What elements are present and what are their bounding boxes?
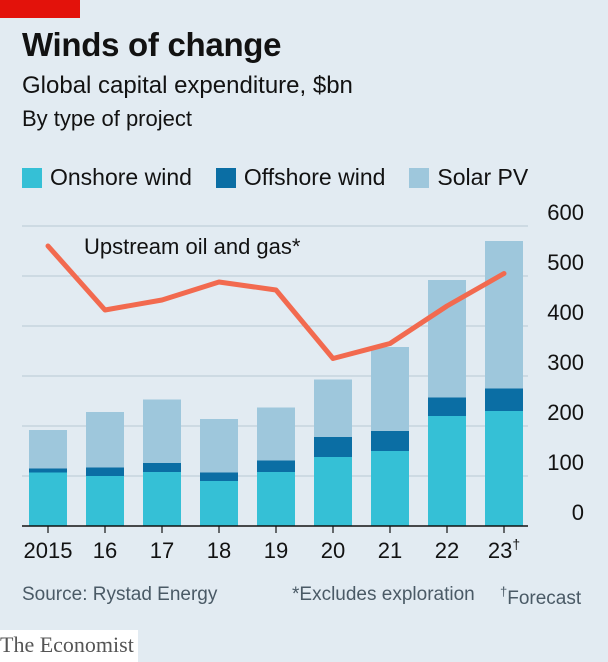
- legend-item-offshore: Offshore wind: [215, 164, 386, 191]
- bar-solar: [314, 379, 352, 437]
- bar-solar: [86, 412, 124, 468]
- bar-offshore: [143, 463, 181, 472]
- y-tick-label: 300: [547, 350, 584, 375]
- y-tick-label: 0: [572, 500, 584, 525]
- brand-logo-text: The Economist: [0, 630, 138, 662]
- y-tick-label: 600: [547, 200, 584, 225]
- x-tick-label: 21: [378, 538, 402, 563]
- bar-offshore: [428, 397, 466, 416]
- bar-onshore: [314, 457, 352, 526]
- exclusion-note: *Excludes exploration: [292, 584, 475, 605]
- forecast-note: †Forecast: [500, 584, 581, 610]
- legend-item-solar: Solar PV: [409, 164, 528, 191]
- source-note: Source: Rystad Energy: [22, 584, 218, 605]
- y-tick-label: 500: [547, 250, 584, 275]
- forecast-mark: †: [500, 584, 508, 599]
- bar-solar: [257, 407, 295, 461]
- bar-offshore: [314, 437, 352, 457]
- bar-onshore: [485, 411, 523, 526]
- bar-offshore: [371, 431, 409, 451]
- x-tick-label: 23†: [488, 536, 520, 563]
- brand-tag: [0, 0, 80, 18]
- bar-onshore: [257, 472, 295, 526]
- legend-swatch-offshore: [215, 167, 236, 188]
- x-tick-label: 2015: [24, 538, 73, 563]
- chart-subtitle: Global capital expenditure, $bn: [22, 72, 353, 99]
- x-tick-label: 17: [150, 538, 174, 563]
- bar-onshore: [29, 472, 67, 526]
- bar-onshore: [143, 472, 181, 526]
- bar-offshore: [200, 472, 238, 481]
- bar-onshore: [200, 481, 238, 526]
- bar-solar: [200, 419, 238, 473]
- bar-offshore: [29, 468, 67, 473]
- bar-offshore: [86, 467, 124, 476]
- forecast-text: Forecast: [507, 588, 582, 609]
- bar-solar: [143, 399, 181, 463]
- y-tick-label: 400: [547, 300, 584, 325]
- legend-label-onshore: Onshore wind: [50, 164, 192, 190]
- bar-onshore: [86, 476, 124, 526]
- bar-solar: [371, 347, 409, 431]
- y-tick-label: 100: [547, 450, 584, 475]
- bar-solar: [29, 430, 67, 469]
- legend-swatch-onshore: [22, 167, 42, 188]
- line-upstream-oil-gas: [45, 243, 507, 361]
- x-tick-label: 16: [93, 538, 117, 563]
- legend-swatch-solar: [409, 167, 430, 188]
- bar-onshore: [371, 451, 409, 526]
- legend-label-solar: Solar PV: [437, 164, 529, 190]
- chart-title: Winds of change: [22, 26, 282, 63]
- x-tick-label: 20: [321, 538, 345, 563]
- x-tick-label: 22: [435, 538, 459, 563]
- y-tick-label: 200: [547, 400, 584, 425]
- x-tick-label: 19: [264, 538, 288, 563]
- x-tick-label: 18: [207, 538, 231, 563]
- bar-offshore: [257, 460, 295, 472]
- legend-item-onshore: Onshore wind: [22, 164, 192, 191]
- line-label-upstream: Upstream oil and gas*: [84, 234, 301, 259]
- legend: Onshore wind Offshore wind Solar PV: [22, 164, 552, 191]
- legend-label-offshore: Offshore wind: [243, 164, 386, 190]
- chart-subsubtitle: By type of project: [22, 106, 192, 131]
- bar-offshore: [485, 388, 523, 411]
- bar-solar: [485, 241, 523, 389]
- bar-onshore: [428, 416, 466, 526]
